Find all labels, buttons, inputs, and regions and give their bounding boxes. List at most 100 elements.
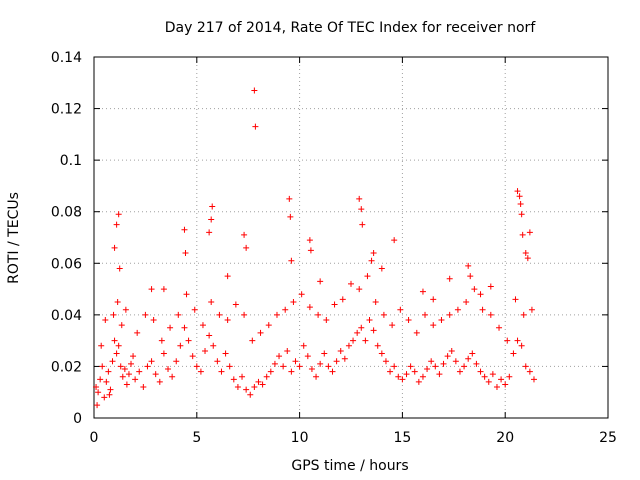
y-tick-label: 0.1 xyxy=(60,153,82,169)
y-tick-label: 0 xyxy=(73,411,82,427)
data-point xyxy=(273,311,280,318)
data-point xyxy=(175,311,182,318)
data-point xyxy=(391,237,398,244)
data-point xyxy=(348,280,354,287)
data-point xyxy=(267,368,274,375)
data-point xyxy=(419,373,426,380)
y-tick-label: 0.02 xyxy=(51,359,82,375)
data-point xyxy=(206,229,213,236)
data-point xyxy=(522,363,529,370)
data-point xyxy=(430,322,437,329)
data-point xyxy=(387,368,394,375)
x-tick-label: 20 xyxy=(496,430,514,446)
data-point xyxy=(317,278,324,285)
data-point xyxy=(148,286,155,293)
data-point xyxy=(134,329,141,336)
axis-ticks xyxy=(93,56,609,419)
data-point xyxy=(165,366,172,373)
data-point xyxy=(181,226,188,233)
data-point xyxy=(415,378,422,385)
data-point xyxy=(241,231,248,238)
data-point xyxy=(403,371,410,378)
data-point xyxy=(313,373,320,380)
data-point xyxy=(520,311,527,318)
data-point xyxy=(512,296,519,303)
x-axis-label: GPS time / hours xyxy=(291,458,408,474)
data-point xyxy=(136,368,143,375)
data-point xyxy=(257,329,264,336)
plot-area-frame xyxy=(93,56,609,419)
data-point xyxy=(148,358,155,365)
data-point xyxy=(290,298,297,305)
data-point xyxy=(125,371,132,378)
data-point xyxy=(208,216,215,223)
data-point xyxy=(160,286,167,293)
data-point xyxy=(142,311,149,318)
data-point xyxy=(286,195,293,202)
data-point xyxy=(359,221,366,228)
data-point xyxy=(331,301,338,308)
data-point xyxy=(152,371,159,378)
data-point xyxy=(487,311,494,318)
data-point xyxy=(193,363,200,370)
data-point xyxy=(506,373,513,380)
data-point xyxy=(115,342,122,349)
y-tick-label: 0.12 xyxy=(51,102,82,118)
data-point xyxy=(341,355,348,362)
data-point xyxy=(183,291,190,298)
data-point xyxy=(337,347,344,354)
data-point xyxy=(109,358,116,365)
data-point xyxy=(103,378,110,385)
data-point xyxy=(296,363,303,370)
x-tick-labels: 0 5 10 15 20 25 xyxy=(90,430,617,446)
data-point xyxy=(493,384,500,391)
data-point xyxy=(496,324,503,331)
data-point xyxy=(282,306,289,313)
data-point xyxy=(132,376,139,383)
data-point xyxy=(230,376,237,383)
data-point xyxy=(522,249,529,256)
data-point xyxy=(105,368,112,375)
data-point xyxy=(123,381,130,388)
data-point xyxy=(489,371,496,378)
data-point xyxy=(243,386,250,393)
data-point xyxy=(317,360,324,367)
data-point xyxy=(110,311,117,318)
data-point xyxy=(438,317,445,324)
data-point xyxy=(271,360,278,367)
data-point xyxy=(308,366,315,373)
data-point xyxy=(424,366,431,373)
data-point xyxy=(99,363,106,370)
data-point xyxy=(292,358,299,365)
data-point xyxy=(226,363,233,370)
data-point xyxy=(370,327,377,334)
data-point xyxy=(516,193,523,200)
data-point xyxy=(173,358,180,365)
y-tick-label: 0.14 xyxy=(51,50,82,66)
data-point xyxy=(252,123,259,130)
data-point xyxy=(182,249,189,256)
y-axis-label: ROTI / TECUs xyxy=(6,192,22,284)
data-point xyxy=(263,373,270,380)
data-point xyxy=(528,306,535,313)
data-point xyxy=(113,350,120,357)
data-point xyxy=(463,298,470,305)
data-point xyxy=(329,368,336,375)
data-point xyxy=(366,317,373,324)
data-point xyxy=(378,350,385,357)
data-point xyxy=(181,324,188,331)
data-point xyxy=(504,337,511,344)
data-point xyxy=(304,353,311,360)
data-point xyxy=(514,337,521,344)
data-point xyxy=(191,306,198,313)
data-point xyxy=(469,350,476,357)
data-point xyxy=(98,342,105,349)
grid-lines xyxy=(94,57,608,418)
data-point xyxy=(158,337,165,344)
data-point xyxy=(382,358,389,365)
data-point xyxy=(514,188,521,195)
data-point xyxy=(465,355,472,362)
data-point xyxy=(517,200,524,207)
data-point xyxy=(140,384,147,391)
